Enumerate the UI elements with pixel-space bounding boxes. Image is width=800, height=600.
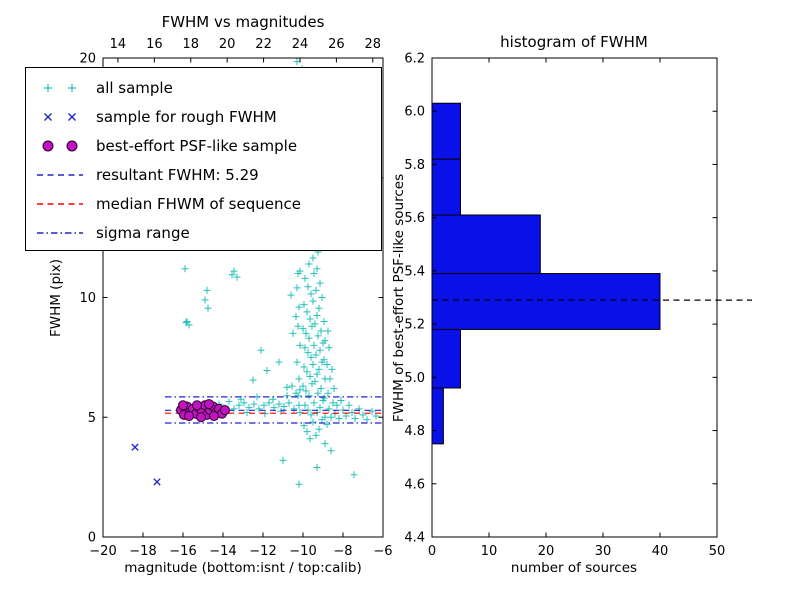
histogram-xaxis-label: number of sources xyxy=(511,560,637,576)
legend-row: resultant FWHM: 5.29 xyxy=(34,160,375,189)
tick-label: 0 xyxy=(88,531,96,546)
legend-label: sigma range xyxy=(96,223,190,242)
dashdot-line-marker-icon xyxy=(37,231,83,234)
tick-label: −18 xyxy=(129,544,156,559)
legend-row: best-effort PSF-like sample xyxy=(34,131,375,160)
tick-label: 30 xyxy=(595,544,612,559)
legend: all sample sample for rough FWHM best-effo… xyxy=(25,67,382,251)
dashed-line-marker-icon xyxy=(37,173,83,176)
legend-label: all sample xyxy=(96,78,173,97)
x-marker-icon xyxy=(44,112,76,121)
histogram-bar xyxy=(431,158,461,216)
histogram-bar xyxy=(431,387,444,445)
tick-label: −8 xyxy=(333,544,352,559)
series-sample-for-rough-fwhm xyxy=(131,443,161,486)
scatter-plot-data xyxy=(131,58,383,488)
histogram-bar xyxy=(431,214,541,275)
scatter-plot-title: FWHM vs magnitudes xyxy=(162,13,325,31)
tick-label: 6.2 xyxy=(404,52,425,67)
histogram-plot-frame xyxy=(431,57,718,538)
dashed-line-marker-icon xyxy=(37,202,83,205)
legend-row: sigma range xyxy=(34,218,375,247)
histogram-bar xyxy=(431,273,661,330)
series-best-effort-psf-like-sample xyxy=(176,399,230,423)
series-all-sample xyxy=(181,58,380,488)
tick-label: 18 xyxy=(182,37,199,52)
legend-row: sample for rough FWHM xyxy=(34,102,375,131)
histogram-plot-data xyxy=(431,102,752,445)
histogram-bar xyxy=(431,102,461,160)
tick-label: −14 xyxy=(209,544,236,559)
tick-label: 26 xyxy=(328,37,345,52)
tick-label: −16 xyxy=(169,544,196,559)
tick-label: 6.0 xyxy=(404,105,425,120)
tick-label: 5.6 xyxy=(404,211,425,226)
tick-label: 10 xyxy=(79,291,96,306)
tick-label: 4.6 xyxy=(404,477,425,492)
tick-label: 5.2 xyxy=(404,318,425,333)
tick-label: 20 xyxy=(219,37,236,52)
tick-label: −6 xyxy=(373,544,392,559)
circle-marker-icon xyxy=(42,140,78,151)
tick-label: 50 xyxy=(709,544,726,559)
legend-row: median FHWM of sequence xyxy=(34,189,375,218)
plus-marker-icon xyxy=(44,83,76,92)
tick-label: 5.4 xyxy=(404,264,425,279)
tick-label: 4.8 xyxy=(404,424,425,439)
tick-label: 20 xyxy=(79,52,96,67)
tick-label: −20 xyxy=(89,544,116,559)
scatter-yaxis-label: FWHM (pix) xyxy=(48,259,64,337)
histogram-bar xyxy=(431,328,461,389)
tick-label: 22 xyxy=(255,37,272,52)
legend-label: best-effort PSF-like sample xyxy=(96,136,298,155)
legend-label: median FHWM of sequence xyxy=(96,194,301,213)
tick-label: 24 xyxy=(292,37,309,52)
tick-label: 28 xyxy=(365,37,382,52)
tick-label: −10 xyxy=(289,544,316,559)
tick-label: 5.8 xyxy=(404,158,425,173)
legend-label: sample for rough FWHM xyxy=(96,107,277,126)
tick-label: −12 xyxy=(249,544,276,559)
tick-label: 40 xyxy=(652,544,669,559)
histogram-plot-title: histogram of FWHM xyxy=(500,33,648,51)
tick-label: 16 xyxy=(146,37,163,52)
tick-label: 10 xyxy=(481,544,498,559)
tick-label: 4.4 xyxy=(404,531,425,546)
tick-label: 0 xyxy=(428,544,436,559)
tick-label: 20 xyxy=(538,544,555,559)
tick-label: 5 xyxy=(88,411,96,426)
histogram-yaxis-label: FWHM of best-effort PSF-like sources xyxy=(391,174,407,422)
tick-label: 5.0 xyxy=(404,371,425,386)
legend-label: resultant FWHM: 5.29 xyxy=(96,165,259,184)
scatter-plot-frame xyxy=(102,57,384,538)
scatter-xaxis-label: magnitude (bottom:isnt / top:calib) xyxy=(124,560,361,576)
legend-row: all sample xyxy=(34,73,375,102)
tick-label: 14 xyxy=(110,37,127,52)
axis-ticks: −20 −18 −16 −14 −12 −10 −8 −6 14 16 18 20 22 24 26 28 0 5… xyxy=(79,37,725,559)
